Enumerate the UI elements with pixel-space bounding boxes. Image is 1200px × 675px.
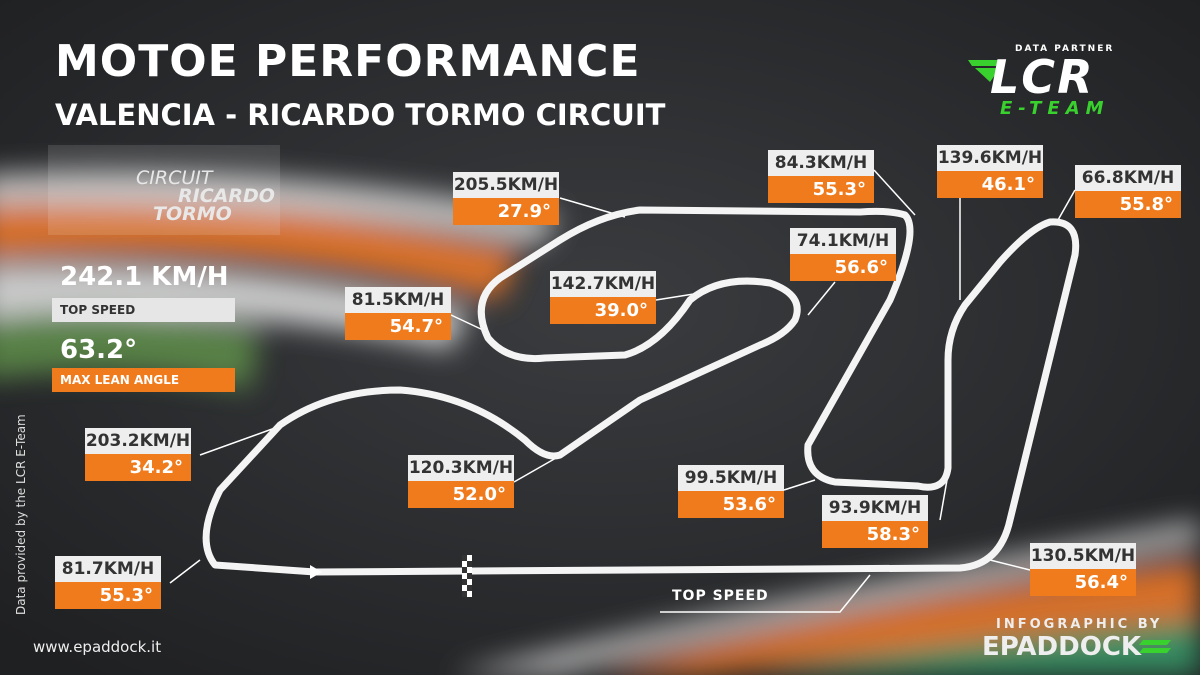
brand-accent [1139, 640, 1171, 653]
partner-team: E-TEAM [1000, 98, 1110, 119]
corner-lean: 56.6° [790, 254, 896, 281]
corner-box: 74.1KM/H 56.6° [790, 228, 896, 281]
corner-speed: 66.8KM/H [1075, 165, 1181, 191]
corner-speed: 93.9KM/H [822, 495, 928, 521]
corner-box: 139.6KM/H 46.1° [937, 145, 1043, 198]
corner-speed: 203.2KM/H [85, 428, 191, 454]
corner-box: 81.7KM/H 55.3° [55, 556, 161, 609]
corner-lean: 52.0° [408, 481, 514, 508]
title: MOTOE PERFORMANCE [55, 36, 641, 87]
corner-speed: 139.6KM/H [937, 145, 1043, 171]
corner-speed: 81.5KM/H [345, 287, 451, 313]
corner-lean: 58.3° [822, 521, 928, 548]
subtitle: VALENCIA - RICARDO TORMO CIRCUIT [55, 98, 666, 132]
corner-speed: 120.3KM/H [408, 455, 514, 481]
circuit-logo-text: CIRCUIT [136, 167, 213, 189]
corner-lean: 55.3° [768, 176, 874, 203]
corner-box: 99.5KM/H 53.6° [678, 465, 784, 518]
circuit-logo: CIRCUIT RICARDO TORMO [48, 145, 280, 235]
brand: EPADDOCK [982, 632, 1142, 662]
connectors [169, 169, 1076, 613]
corner-speed: 84.3KM/H [768, 150, 874, 176]
corner-lean: 27.9° [453, 198, 559, 225]
corner-lean: 55.8° [1075, 191, 1181, 218]
corner-speed: 142.7KM/H [550, 271, 656, 297]
circuit-logo-text: TORMO [153, 203, 232, 225]
circuit-logo-text: RICARDO [178, 185, 275, 207]
start-line [462, 555, 472, 597]
partner-logo-accent [968, 60, 1000, 82]
corner-box: 120.3KM/H 52.0° [408, 455, 514, 508]
corner-speed: 99.5KM/H [678, 465, 784, 491]
corner-speed: 74.1KM/H [790, 228, 896, 254]
corner-box: 205.5KM/H 27.9° [453, 172, 559, 225]
corner-lean: 56.4° [1030, 569, 1136, 596]
stat-label: MAX LEAN ANGLE [52, 368, 235, 392]
infographic-by: INFOGRAPHIC BY [996, 617, 1163, 632]
corner-box: 81.5KM/H 54.7° [345, 287, 451, 340]
corner-lean: 34.2° [85, 454, 191, 481]
stat-value: 242.1 KM/H [60, 262, 229, 292]
corner-speed: 130.5KM/H [1030, 543, 1136, 569]
corner-box: 93.9KM/H 58.3° [822, 495, 928, 548]
partner-label: DATA PARTNER [1015, 44, 1115, 54]
direction-arrow [310, 565, 322, 579]
top-speed-label: TOP SPEED [672, 588, 769, 604]
corner-box: 130.5KM/H 56.4° [1030, 543, 1136, 596]
corner-speed: 81.7KM/H [55, 556, 161, 582]
corner-box: 142.7KM/H 39.0° [550, 271, 656, 324]
stat-label: TOP SPEED [52, 298, 235, 322]
credit: Data provided by the LCR E-Team [14, 414, 28, 615]
corner-box: 84.3KM/H 55.3° [768, 150, 874, 203]
stat-value: 63.2° [60, 335, 138, 365]
corner-lean: 39.0° [550, 297, 656, 324]
corner-box: 203.2KM/H 34.2° [85, 428, 191, 481]
partner-logo: LCR [990, 50, 1095, 104]
corner-lean: 55.3° [55, 582, 161, 609]
corner-speed: 205.5KM/H [453, 172, 559, 198]
corner-lean: 53.6° [678, 491, 784, 518]
website: www.epaddock.it [33, 638, 162, 656]
corner-box: 66.8KM/H 55.8° [1075, 165, 1181, 218]
corner-lean: 54.7° [345, 313, 451, 340]
track [202, 206, 1080, 576]
corner-lean: 46.1° [937, 171, 1043, 198]
